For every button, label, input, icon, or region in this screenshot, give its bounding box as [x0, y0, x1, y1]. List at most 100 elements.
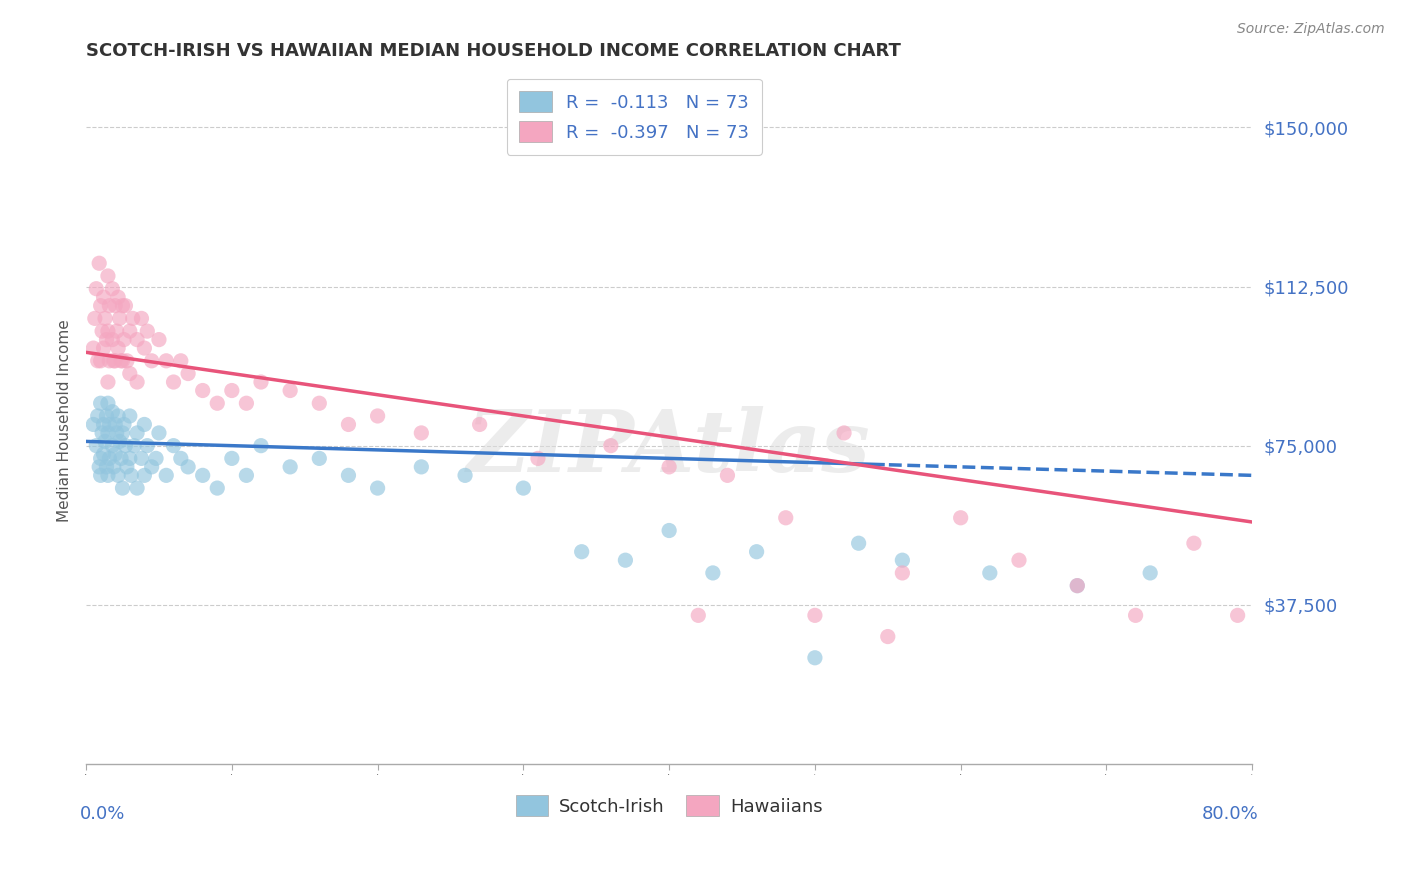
Text: 0.0%: 0.0%: [80, 805, 125, 823]
Point: [91, 425, 114, 440]
Point: [84, 439, 107, 453]
Point: [170, 451, 193, 466]
Point: [1066, 579, 1088, 593]
Point: [101, 333, 124, 347]
Point: [98, 299, 121, 313]
Point: [97, 396, 120, 410]
Point: [411, 425, 433, 440]
Point: [367, 481, 389, 495]
Point: [891, 553, 914, 567]
Point: [155, 354, 177, 368]
Point: [97, 468, 120, 483]
Point: [108, 311, 131, 326]
Point: [82, 417, 104, 432]
Point: [93, 447, 115, 461]
Point: [131, 311, 153, 326]
Point: [97, 375, 120, 389]
Point: [90, 299, 112, 313]
Point: [221, 451, 243, 466]
Point: [107, 409, 129, 423]
Point: [118, 451, 141, 466]
Point: [468, 417, 491, 432]
Point: [115, 354, 138, 368]
Point: [141, 459, 163, 474]
Point: [136, 439, 159, 453]
Point: [93, 290, 115, 304]
Point: [141, 354, 163, 368]
Point: [599, 439, 621, 453]
Point: [107, 468, 129, 483]
Point: [832, 425, 855, 440]
Point: [87, 354, 110, 368]
Point: [367, 409, 389, 423]
Point: [250, 375, 273, 389]
Point: [101, 282, 124, 296]
Point: [114, 439, 136, 453]
Point: [97, 268, 120, 283]
Point: [127, 481, 149, 495]
Point: [148, 333, 170, 347]
Point: [94, 434, 117, 449]
Point: [122, 439, 145, 453]
Point: [104, 354, 127, 368]
Point: [177, 459, 200, 474]
Point: [104, 417, 127, 432]
Point: [571, 545, 593, 559]
Point: [93, 417, 115, 432]
Point: [191, 384, 214, 398]
Point: [89, 256, 111, 270]
Point: [131, 451, 153, 466]
Point: [94, 311, 117, 326]
Point: [93, 341, 115, 355]
Point: [1125, 608, 1147, 623]
Point: [134, 468, 156, 483]
Point: [716, 468, 738, 483]
Point: [90, 396, 112, 410]
Point: [1139, 566, 1161, 580]
Point: [98, 451, 121, 466]
Point: [87, 409, 110, 423]
Point: [104, 299, 127, 313]
Point: [121, 311, 143, 326]
Point: [82, 341, 104, 355]
Point: [96, 333, 118, 347]
Point: [111, 354, 134, 368]
Point: [118, 409, 141, 423]
Point: [83, 311, 105, 326]
Point: [170, 354, 193, 368]
Point: [97, 324, 120, 338]
Point: [235, 396, 257, 410]
Point: [527, 451, 550, 466]
Point: [308, 451, 330, 466]
Point: [454, 468, 477, 483]
Point: [108, 434, 131, 449]
Point: [115, 459, 138, 474]
Point: [337, 468, 360, 483]
Point: [658, 459, 681, 474]
Point: [118, 324, 141, 338]
Point: [105, 425, 128, 440]
Point: [111, 481, 134, 495]
Point: [136, 324, 159, 338]
Point: [98, 354, 121, 368]
Point: [127, 375, 149, 389]
Point: [891, 566, 914, 580]
Point: [148, 425, 170, 440]
Point: [105, 324, 128, 338]
Point: [337, 417, 360, 432]
Point: [90, 451, 112, 466]
Legend: Scotch-Irish, Hawaiians: Scotch-Irish, Hawaiians: [509, 789, 830, 823]
Point: [775, 510, 797, 524]
Point: [876, 630, 898, 644]
Point: [1226, 608, 1249, 623]
Point: [278, 459, 301, 474]
Point: [1182, 536, 1205, 550]
Point: [804, 650, 827, 665]
Point: [512, 481, 534, 495]
Point: [110, 451, 132, 466]
Point: [614, 553, 637, 567]
Point: [103, 459, 125, 474]
Point: [134, 341, 156, 355]
Point: [688, 608, 710, 623]
Point: [110, 354, 132, 368]
